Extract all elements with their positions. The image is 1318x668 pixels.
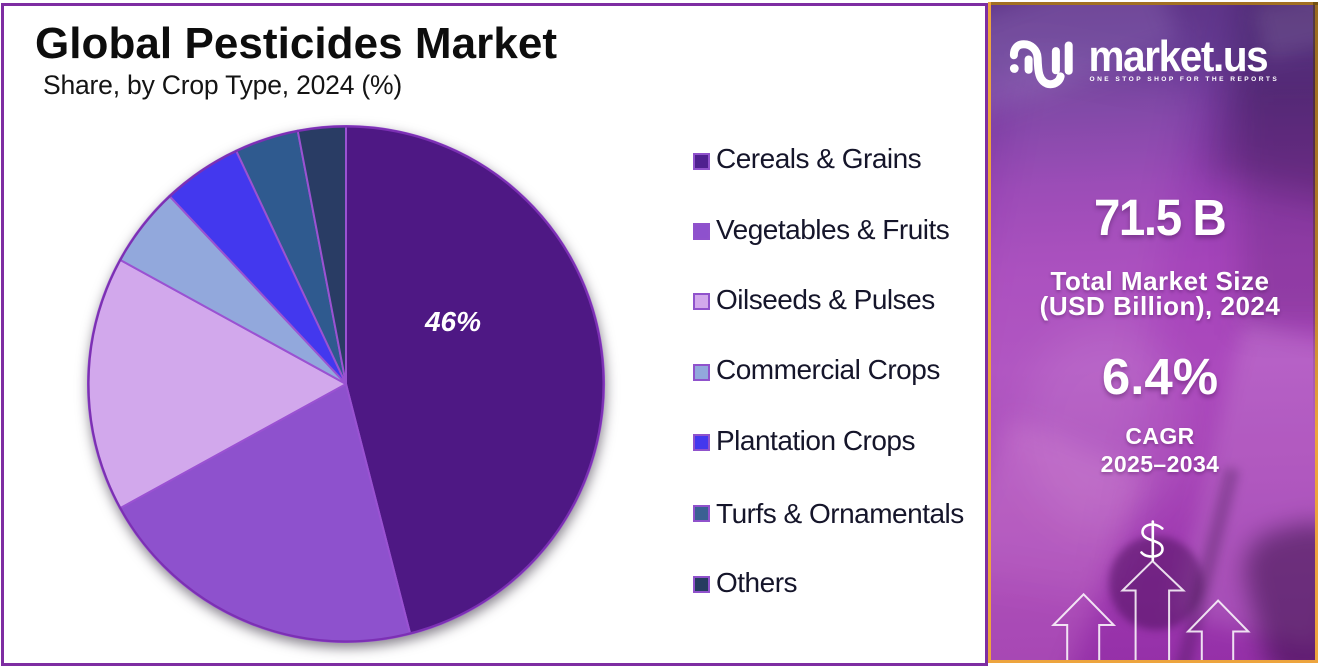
svg-text:market.us: market.us [1089,32,1268,81]
svg-text:46%: 46% [424,306,481,337]
svg-text:ONE STOP SHOP FOR THE REPORTS: ONE STOP SHOP FOR THE REPORTS [1090,76,1280,83]
